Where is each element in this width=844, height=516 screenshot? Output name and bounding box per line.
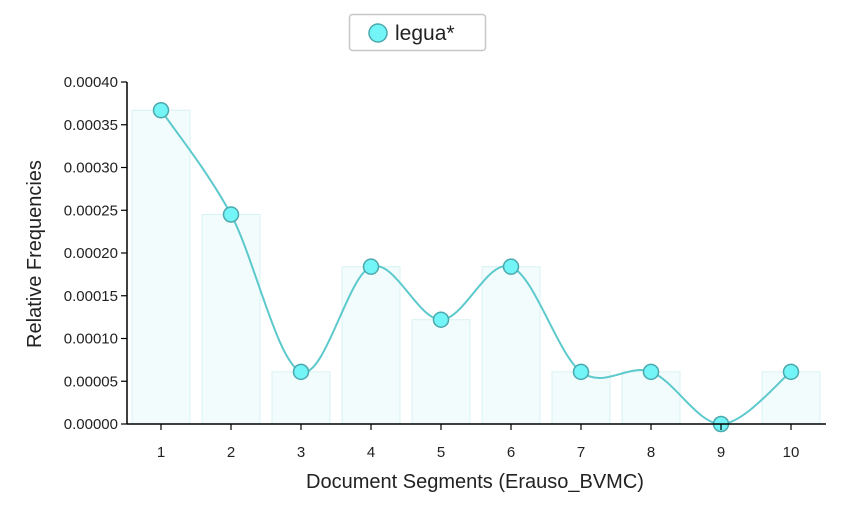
x-tick-label: 10	[783, 444, 800, 461]
y-tick-label: 0.00015	[64, 288, 118, 305]
data-point-6	[502, 258, 520, 275]
y-axis-title: Relative Frequencies	[24, 160, 46, 348]
y-tick-label: 0.00025	[64, 202, 118, 219]
data-point-8	[642, 363, 660, 381]
bar-7	[551, 371, 611, 425]
bar-2	[201, 214, 261, 425]
x-axis: 1 2 3 4 5 6 7 8 9 10	[127, 423, 826, 461]
data-point-5	[432, 311, 450, 328]
x-tick-label: 3	[297, 444, 305, 461]
bar-5	[411, 319, 471, 425]
bars	[131, 109, 821, 425]
y-axis: 0.00000 0.00005 0.00010 0.00015 0.00020 0.000…	[64, 74, 128, 433]
x-tick-label: 6	[507, 444, 515, 461]
legend-box	[348, 13, 487, 52]
y-tick-label: 0.00035	[64, 117, 118, 134]
data-point-10	[782, 363, 800, 381]
y-tick-label: 0.00040	[64, 74, 118, 91]
data-point-3	[292, 363, 310, 381]
data-point-1	[152, 101, 170, 119]
bar-3	[271, 371, 331, 425]
x-tick-label: 5	[437, 444, 445, 461]
x-axis-title: Document Segments (Erauso_BVMC)	[306, 471, 644, 493]
legend-label: legua*	[395, 22, 455, 45]
legend-marker-icon	[368, 23, 388, 43]
x-tick-label: 7	[577, 444, 585, 461]
y-tick-label: 0.00010	[64, 331, 118, 348]
x-tick-label: 1	[157, 444, 165, 461]
points	[152, 101, 800, 433]
x-tick-label: 2	[227, 444, 235, 461]
bar-1	[131, 109, 191, 425]
x-tick-label: 8	[647, 444, 655, 461]
y-tick-label: 0.00005	[64, 373, 118, 390]
x-tick-label: 9	[717, 444, 725, 461]
y-tick-label: 0.00030	[64, 160, 118, 177]
data-point-7	[572, 363, 590, 381]
legend[interactable]: legua*	[348, 13, 487, 52]
bar-4	[341, 266, 401, 425]
y-tick-label: 0.00000	[64, 416, 118, 433]
y-tick-label: 0.00020	[64, 245, 118, 262]
data-point-4	[362, 258, 380, 275]
data-point-2	[222, 206, 240, 223]
series-line	[160, 109, 792, 426]
x-tick-label: 4	[367, 444, 375, 461]
